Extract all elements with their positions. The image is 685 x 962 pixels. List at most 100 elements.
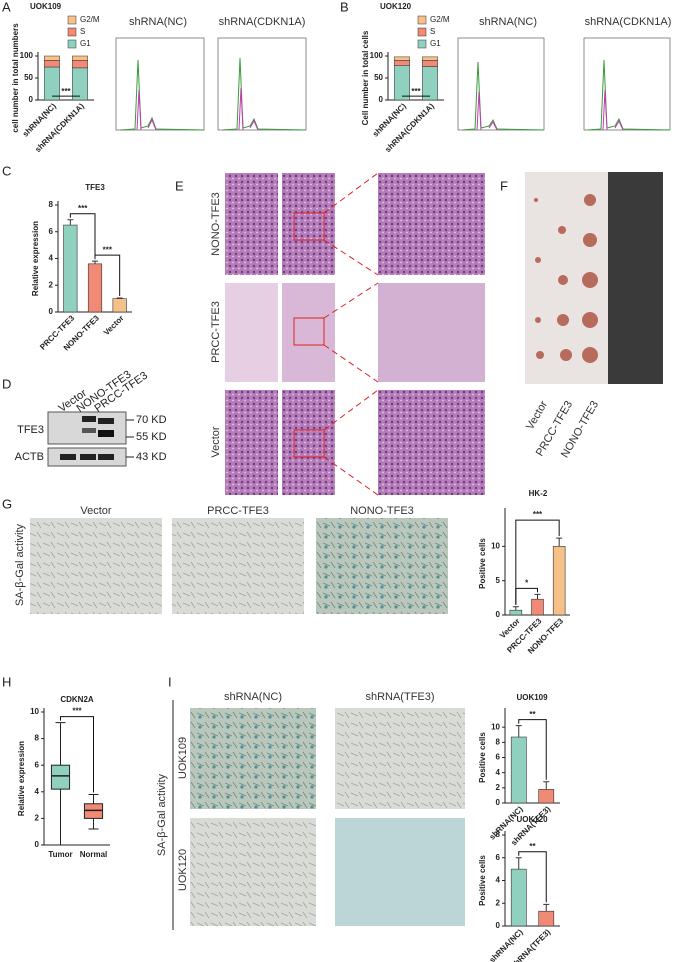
legend-swatch bbox=[417, 39, 427, 49]
flow-title: shRNA(CDKN1A) bbox=[585, 16, 672, 28]
y-axis-label: Relative expression bbox=[17, 741, 26, 816]
panel-letter: H bbox=[2, 674, 11, 689]
column-label: NONO-TFE3 bbox=[350, 505, 414, 517]
y-tick-label: 0 bbox=[496, 798, 501, 807]
column-label: PRCC-TFE3 bbox=[207, 505, 269, 517]
y-axis-label: Cell number in total cells bbox=[361, 30, 370, 125]
y-tick-label: 0 bbox=[49, 307, 54, 316]
bar-segment bbox=[422, 66, 438, 101]
error-bar bbox=[67, 219, 74, 226]
annotation: *** bbox=[78, 204, 88, 213]
y-axis-label: Relative expression bbox=[31, 221, 40, 296]
bar bbox=[112, 298, 127, 313]
side-label: SA-β-Gal activity bbox=[14, 523, 26, 606]
y-tick-label: 6 bbox=[35, 760, 40, 769]
size-label: 43 KD bbox=[136, 451, 167, 463]
y-tick-label: 8 bbox=[496, 737, 501, 746]
row-label: UOK120 bbox=[177, 849, 189, 891]
side-label: SA-β-Gal activity bbox=[156, 773, 168, 856]
y-tick-label: 100 bbox=[370, 51, 384, 60]
panel-letter: G bbox=[2, 496, 12, 511]
flow-plots: shRNA(NC) shRNA(CDKN1A) shRNA(NC) shRNA(… bbox=[115, 16, 672, 131]
error-bar bbox=[543, 903, 550, 912]
annotation: *** bbox=[411, 87, 421, 96]
panel-letter: I bbox=[168, 674, 172, 689]
bar-segment bbox=[394, 65, 410, 101]
row-label: PRCC-TFE3 bbox=[210, 301, 222, 363]
y-tick-label: 2 bbox=[35, 814, 40, 823]
size-label: 70 KD bbox=[136, 414, 167, 426]
legend-swatch bbox=[417, 27, 427, 37]
column-label: Vector bbox=[80, 505, 112, 517]
y-tick-label: 8 bbox=[35, 734, 40, 743]
y-tick-label: 100 bbox=[20, 51, 34, 60]
error-bar bbox=[116, 297, 123, 299]
y-tick-label: 0 bbox=[496, 921, 501, 930]
tumor-label: Vector bbox=[524, 399, 550, 432]
row-label: UOK109 bbox=[177, 737, 189, 779]
legend-label: G2/M bbox=[430, 15, 450, 24]
y-tick-label: 4 bbox=[49, 254, 54, 263]
bar bbox=[510, 736, 527, 804]
chart-title: UOK120 bbox=[516, 815, 548, 824]
tumor-photo: Vector PRCC-TFE3 NONO-TFE3 bbox=[524, 172, 663, 460]
histology: NONO-TFE3 PRCC-TFE3 Vector bbox=[210, 172, 485, 496]
legend-label: S bbox=[430, 27, 435, 36]
error-bar bbox=[556, 537, 563, 547]
chart-title: UOK120 bbox=[380, 2, 412, 11]
row-label: NONO-TFE3 bbox=[210, 192, 222, 256]
y-tick-label: 10 bbox=[30, 707, 39, 716]
error-bar bbox=[515, 725, 522, 738]
x-tick-label: shRNA(CDKN1A) bbox=[383, 101, 436, 154]
bar-segment bbox=[422, 60, 438, 67]
bar bbox=[538, 910, 555, 927]
y-tick-label: 2 bbox=[496, 898, 501, 907]
chart-title: TFE3 bbox=[85, 183, 105, 192]
y-tick-label: 4 bbox=[35, 787, 40, 796]
x-tick-label: shRNA(CDKN1A) bbox=[33, 101, 86, 154]
bar-segment bbox=[44, 66, 60, 101]
y-axis-label: Positive cells bbox=[478, 855, 487, 906]
y-tick-label: 10 bbox=[491, 722, 500, 731]
bar bbox=[552, 546, 566, 616]
y-tick-label: 2 bbox=[49, 280, 54, 289]
x-tick-label: Vector bbox=[102, 314, 126, 338]
chart-title: CDKN2A bbox=[60, 695, 94, 704]
bracket bbox=[60, 716, 94, 793]
flow-title: shRNA(NC) bbox=[129, 16, 187, 28]
chart-title: UOK109 bbox=[516, 693, 548, 702]
box bbox=[50, 764, 71, 790]
row-label: ACTB bbox=[15, 451, 44, 463]
row-label: Vector bbox=[210, 426, 222, 458]
y-tick-label: 8 bbox=[496, 830, 501, 839]
bar bbox=[87, 263, 103, 313]
bar-segment bbox=[72, 67, 88, 101]
bar bbox=[63, 224, 78, 313]
shrna-images: SA-β-Gal activity shRNA(NC) shRNA(TFE3) … bbox=[156, 691, 465, 930]
y-tick-label: 0 bbox=[496, 610, 501, 619]
bar bbox=[509, 609, 523, 616]
bar-segment bbox=[44, 55, 60, 61]
row-label: TFE3 bbox=[17, 424, 44, 436]
chart-title: HK-2 bbox=[529, 489, 548, 498]
annotation: *** bbox=[103, 245, 113, 254]
legend-swatch bbox=[67, 39, 77, 49]
panel-letter: B bbox=[340, 0, 349, 14]
size-label: 55 KD bbox=[136, 431, 167, 443]
bracket bbox=[69, 213, 96, 260]
legend-swatch bbox=[417, 15, 427, 25]
legend-swatch bbox=[67, 15, 77, 25]
column-label: shRNA(NC) bbox=[224, 691, 282, 703]
y-axis-label: Positive cells bbox=[478, 732, 487, 783]
bracket bbox=[518, 851, 547, 903]
y-tick-label: 0 bbox=[35, 840, 40, 849]
bracket bbox=[94, 254, 121, 296]
y-tick-label: 0 bbox=[29, 95, 34, 104]
bar-segment bbox=[422, 56, 438, 61]
x-tick-label: Normal bbox=[80, 850, 108, 859]
y-tick-label: 6 bbox=[496, 753, 501, 762]
error-bar bbox=[92, 260, 98, 264]
legend-label: G2/M bbox=[80, 15, 100, 24]
annotation: *** bbox=[533, 510, 543, 519]
legend-label: S bbox=[80, 27, 85, 36]
